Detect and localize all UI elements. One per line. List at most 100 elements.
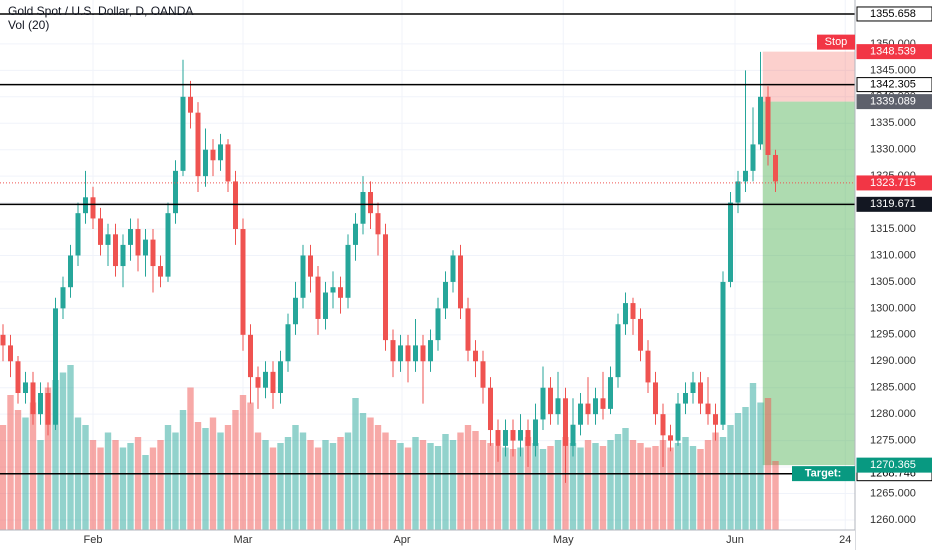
candle-body [203, 149, 208, 177]
volume-bar [442, 434, 449, 530]
volume-bar [7, 395, 14, 530]
candle-body [53, 308, 58, 425]
volume-bar [697, 449, 704, 530]
candle-body [615, 324, 621, 378]
last-price-label-box [856, 175, 932, 191]
candle-body [45, 393, 51, 425]
candle-body [450, 255, 456, 282]
candle-body [98, 218, 103, 245]
candle-body [263, 371, 268, 388]
candle-body [653, 382, 658, 415]
candle-body [758, 96, 763, 145]
volume-bar [202, 428, 209, 530]
candle-body [255, 377, 261, 388]
volume-bar [37, 440, 44, 530]
candle-body [480, 361, 486, 388]
candle-body [705, 403, 711, 415]
y-tick-label: 1265.000 [870, 487, 916, 499]
candle-body [360, 192, 366, 224]
candle-body [293, 297, 298, 325]
volume-bar [502, 447, 509, 530]
candle-body [353, 223, 358, 245]
volume-bar [134, 437, 142, 530]
candle-body [773, 154, 778, 182]
volume-bar [59, 372, 67, 530]
volume-bar [254, 432, 262, 530]
candle-body [330, 287, 336, 293]
candle-body [300, 255, 306, 298]
volume-bar [682, 437, 689, 530]
volume-bar [262, 440, 269, 530]
volume-bar [164, 425, 172, 530]
volume-bar [592, 443, 599, 530]
candle-body [315, 276, 321, 319]
volume-bar [224, 425, 232, 530]
candle-body [173, 170, 178, 214]
volume-bar [82, 425, 89, 530]
candle-body [660, 414, 666, 436]
candle-body [308, 255, 313, 277]
volume-bar [667, 447, 674, 530]
volume-bar [374, 425, 382, 530]
volume-bar [299, 432, 307, 530]
candle-body [375, 213, 381, 235]
stop-tag-box [817, 34, 855, 50]
volume-bar [532, 443, 539, 530]
volume-bar [704, 440, 712, 530]
candle-body [383, 234, 388, 341]
volume-bar [659, 440, 667, 530]
candle-body [465, 308, 471, 351]
x-tick-label: Apr [393, 534, 410, 546]
volume-bar [112, 440, 119, 530]
volume-bar [547, 446, 554, 530]
candle-body [555, 398, 561, 415]
volume-bar [277, 443, 284, 530]
y-tick-label: 1300.000 [870, 302, 916, 314]
candle-body [323, 292, 328, 319]
candle-body [720, 281, 726, 425]
line-price-label-box [856, 6, 932, 22]
volume-bar [734, 413, 742, 530]
volume-bar [239, 395, 247, 530]
stop-price-label-box [856, 44, 932, 60]
volume-bar [487, 443, 494, 530]
candle-body [623, 303, 628, 325]
candle-body [113, 234, 118, 267]
volume-bar [517, 447, 524, 530]
volume-bar [412, 437, 419, 530]
volume-bar [337, 437, 344, 530]
candle-body [413, 345, 418, 362]
volume-bar [179, 410, 187, 530]
candle-body [435, 308, 441, 341]
volume-bar [539, 449, 547, 530]
volume-bar [157, 440, 164, 530]
line-price-label: 1342.305 [870, 79, 916, 91]
candle-body [668, 435, 673, 441]
candle-body [8, 345, 13, 362]
stop-price-label: 1348.539 [870, 46, 916, 58]
volume-bar [427, 443, 434, 530]
volume-bar [607, 440, 614, 530]
volume-bar [292, 425, 299, 530]
y-tick-label: 1275.000 [870, 435, 916, 447]
candle-body [690, 382, 696, 394]
volume-bar [689, 446, 697, 530]
volume-bar [674, 443, 682, 530]
volume-bar [52, 380, 59, 530]
volume-bar [359, 413, 367, 530]
candle-body [165, 213, 171, 277]
volume-bar [629, 440, 637, 530]
volume-bar [712, 432, 719, 530]
volume-bar [127, 443, 134, 530]
volume-bar [329, 443, 337, 530]
y-tick-label: 1330.000 [870, 144, 916, 156]
volume-bar [382, 432, 389, 530]
volume-bar [479, 440, 487, 530]
candle-body [128, 229, 133, 245]
y-tick-label: 1305.000 [870, 276, 916, 288]
candle-body [195, 112, 201, 177]
volume-bar [194, 422, 202, 530]
candle-body [233, 181, 238, 230]
volume-bar [149, 447, 157, 530]
volume-legend: Vol (20) [8, 18, 49, 32]
